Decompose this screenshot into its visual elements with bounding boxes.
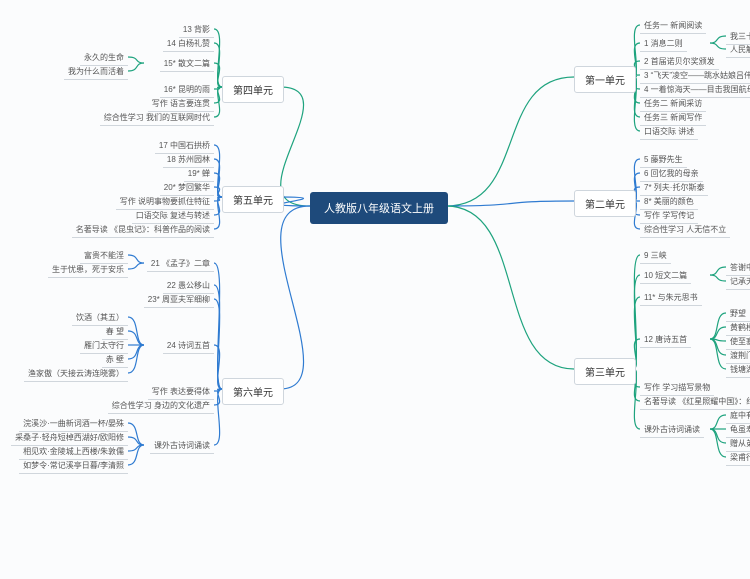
leaf-node: 课外古诗词诵读 bbox=[640, 422, 704, 438]
subleaf-node: 记承天寺夜游 bbox=[726, 274, 750, 290]
unit-node: 第六单元 bbox=[222, 378, 284, 405]
leaf-node: 12 唐诗五首 bbox=[640, 332, 691, 348]
subleaf-node: 如梦令·常记溪亭日暮/李清照 bbox=[19, 458, 128, 474]
unit-node: 第三单元 bbox=[574, 358, 636, 385]
leaf-node: 11* 与朱元思书 bbox=[640, 290, 702, 306]
leaf-node: 综合性学习 身边的文化遗产 bbox=[108, 398, 214, 414]
unit-node: 第五单元 bbox=[222, 186, 284, 213]
subleaf-node: 渔家傲（天接云涛连晓雾） bbox=[24, 366, 128, 382]
subleaf-node: 梁甫行 bbox=[726, 450, 750, 466]
leaf-node: 24 诗词五首 bbox=[163, 338, 214, 354]
leaf-node: 综合性学习 我们的互联网时代 bbox=[100, 110, 214, 126]
leaf-node: 1 消息二则 bbox=[640, 36, 687, 52]
leaf-node: 任务一 新闻阅读 bbox=[640, 18, 706, 34]
subleaf-node: 生于忧患，死于安乐 bbox=[48, 262, 128, 278]
leaf-node: 综合性学习 人无信不立 bbox=[640, 222, 730, 238]
leaf-node: 21 《孟子》二章 bbox=[147, 256, 214, 272]
leaf-node: 名著导读 《昆虫记》：科普作品的阅读 bbox=[72, 222, 214, 238]
leaf-node: 23* 周亚夫军细柳 bbox=[144, 292, 214, 308]
mindmap-root: 人教版八年级语文上册 bbox=[310, 192, 448, 224]
leaf-node: 10 短文二篇 bbox=[640, 268, 691, 284]
subleaf-node: 钱塘湖春行 bbox=[726, 362, 750, 378]
leaf-node: 15* 散文二篇 bbox=[160, 56, 214, 72]
subleaf-node: 我为什么而活着 bbox=[64, 64, 128, 80]
leaf-node: 14 白杨礼赞 bbox=[163, 36, 214, 52]
leaf-node: 口语交际 讲述 bbox=[640, 124, 698, 140]
subleaf-node: 人民解放军百万大军横渡长江 bbox=[726, 42, 750, 58]
leaf-node: 课外古诗词诵读 bbox=[150, 438, 214, 454]
unit-node: 第四单元 bbox=[222, 76, 284, 103]
leaf-node: 9 三峡 bbox=[640, 248, 671, 264]
unit-node: 第一单元 bbox=[574, 66, 636, 93]
unit-node: 第二单元 bbox=[574, 190, 636, 217]
